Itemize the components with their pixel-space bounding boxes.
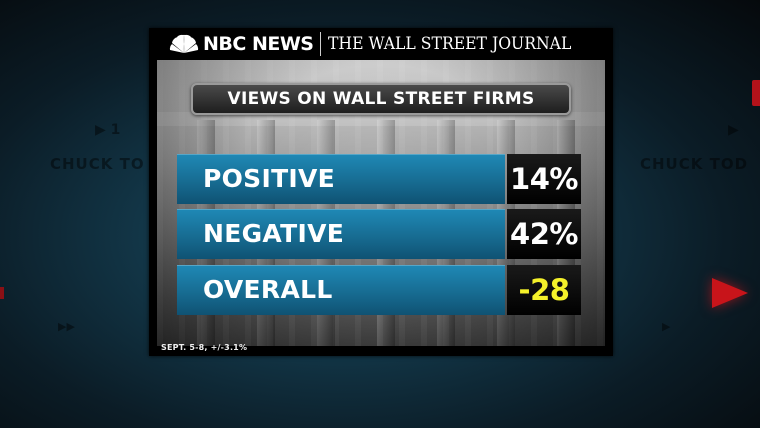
row-value: 14% bbox=[510, 162, 578, 196]
row-value-box: 42% bbox=[507, 209, 581, 259]
bg-play-icon-left: ▶ 1 bbox=[95, 122, 121, 138]
row-value: -28 bbox=[518, 273, 570, 307]
red-play-icon bbox=[712, 278, 748, 308]
row-label-bar: POSITIVE bbox=[177, 154, 505, 204]
row-label: OVERALL bbox=[203, 275, 333, 304]
row-label: POSITIVE bbox=[203, 164, 336, 193]
row-value-box: -28 bbox=[507, 265, 581, 315]
poll-footnote: SEPT. 5-8, +/-3.1% bbox=[161, 343, 248, 352]
title-box: VIEWS ON WALL STREET FIRMS bbox=[191, 83, 571, 115]
bg-play-icon-right: ▶ bbox=[728, 122, 739, 138]
bg-watermark-left: CHUCK TO bbox=[50, 155, 145, 173]
red-edge-marker-left bbox=[0, 287, 4, 299]
result-row-negative: NEGATIVE 42% bbox=[177, 209, 581, 259]
red-edge-marker bbox=[752, 80, 760, 106]
peacock-icon bbox=[169, 34, 199, 53]
poll-card: NBC NEWS THE WALL STREET JOURNAL VIEWS O… bbox=[149, 28, 613, 356]
bg-small-icon-right: ▶ bbox=[662, 320, 671, 333]
row-label-bar: NEGATIVE bbox=[177, 209, 505, 259]
row-label-bar: OVERALL bbox=[177, 265, 505, 315]
bg-watermark-right: CHUCK TOD bbox=[640, 155, 749, 173]
masthead-divider bbox=[320, 32, 322, 56]
masthead: NBC NEWS THE WALL STREET JOURNAL bbox=[149, 28, 613, 60]
row-value-box: 14% bbox=[507, 154, 581, 204]
bg-small-icon-left: ▶▶ bbox=[58, 320, 75, 333]
row-label: NEGATIVE bbox=[203, 219, 345, 248]
poll-title: VIEWS ON WALL STREET FIRMS bbox=[227, 89, 535, 109]
result-row-positive: POSITIVE 14% bbox=[177, 154, 581, 204]
result-row-overall: OVERALL -28 bbox=[177, 265, 581, 315]
row-value: 42% bbox=[510, 217, 578, 251]
nbc-news-logo: NBC NEWS bbox=[203, 33, 314, 55]
wsj-logo: THE WALL STREET JOURNAL bbox=[328, 34, 572, 54]
